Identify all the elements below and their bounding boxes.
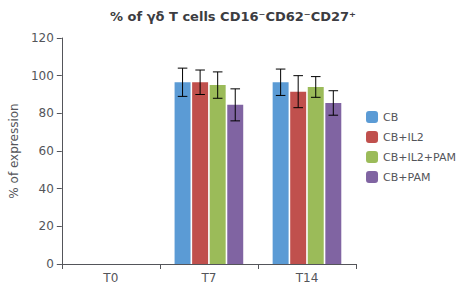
svg-text:CB+PAM: CB+PAM bbox=[383, 171, 430, 184]
svg-text:100: 100 bbox=[31, 69, 54, 83]
svg-text:% of expression: % of expression bbox=[7, 103, 21, 198]
svg-text:% of γδ T cells CD16⁻CD62⁻CD27: % of γδ T cells CD16⁻CD62⁻CD27⁺ bbox=[110, 9, 356, 24]
svg-text:T0: T0 bbox=[102, 271, 118, 285]
svg-text:0: 0 bbox=[46, 257, 54, 271]
svg-text:120: 120 bbox=[31, 31, 54, 45]
svg-text:80: 80 bbox=[39, 106, 54, 120]
svg-text:40: 40 bbox=[39, 182, 54, 196]
svg-text:CB+IL2+PAM: CB+IL2+PAM bbox=[383, 151, 456, 164]
svg-text:20: 20 bbox=[39, 219, 54, 233]
svg-text:T14: T14 bbox=[295, 271, 319, 285]
svg-text:CB+IL2: CB+IL2 bbox=[383, 131, 424, 144]
svg-text:60: 60 bbox=[39, 144, 54, 158]
svg-text:T7: T7 bbox=[200, 271, 216, 285]
svg-text:CB: CB bbox=[383, 111, 398, 124]
